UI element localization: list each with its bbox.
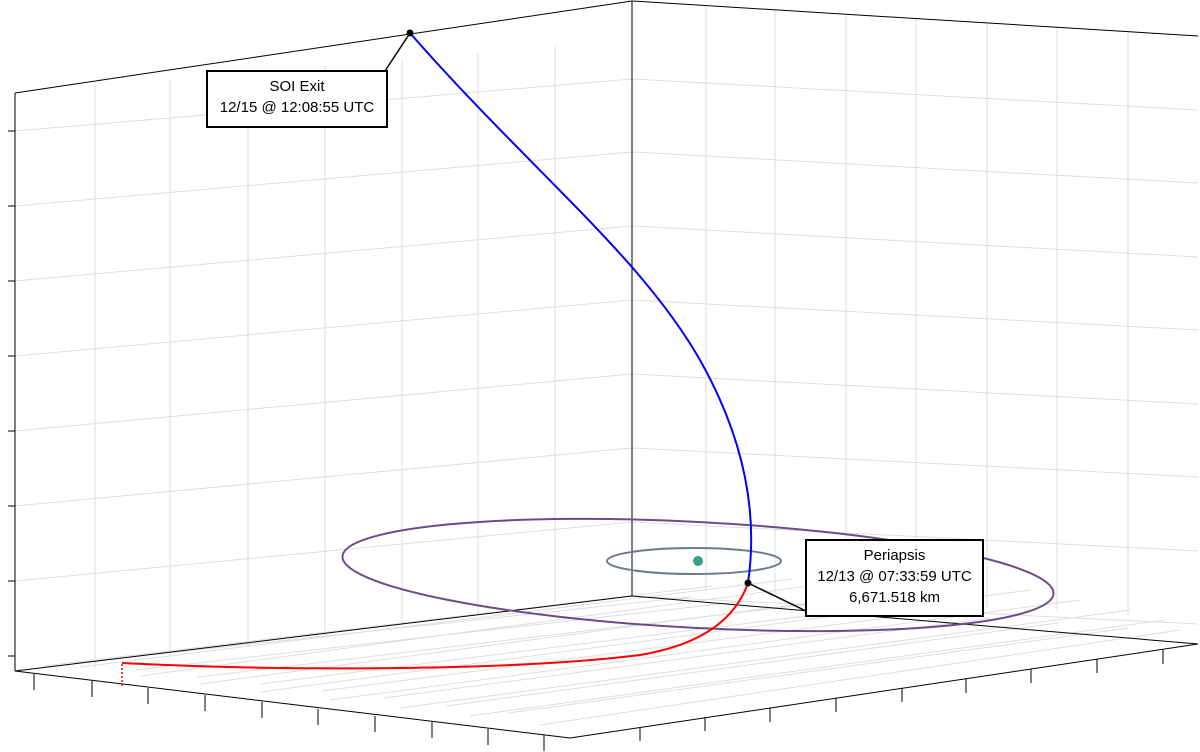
- large-orbit: [341, 517, 1055, 633]
- soi-exit-point: [406, 29, 414, 37]
- small-orbit: [606, 547, 782, 575]
- left-wall-grid: [14, 46, 633, 668]
- soi-exit-leader-line: [384, 32, 411, 72]
- y-axis-ticks: [639, 650, 1164, 741]
- outgoing-trajectory: [409, 32, 753, 584]
- right-wall-grid: [631, 6, 1199, 625]
- periapsis-title: Periapsis: [863, 547, 926, 564]
- axes-frame: [14, 0, 1199, 739]
- z-axis-ticks: [8, 130, 15, 657]
- periapsis-point: [744, 579, 752, 587]
- soi-exit-title: SOI Exit: [269, 78, 325, 95]
- soi-exit-time: 12/15 @ 12:08:55 UTC: [219, 99, 375, 116]
- floor-grid: [42, 574, 1181, 726]
- periapsis-callout: Periapsis 12/13 @ 07:33:59 UTC 6,671.518…: [805, 539, 984, 617]
- periapsis-leader-line: [747, 582, 807, 612]
- periapsis-time: 12/13 @ 07:33:59 UTC: [817, 568, 972, 585]
- x-axis-ticks: [33, 674, 545, 751]
- central-body: [693, 556, 703, 566]
- incoming-trajectory: [121, 582, 749, 670]
- soi-exit-callout: SOI Exit 12/15 @ 12:08:55 UTC: [206, 70, 388, 128]
- periapsis-radius: 6,671.518 km: [849, 589, 940, 606]
